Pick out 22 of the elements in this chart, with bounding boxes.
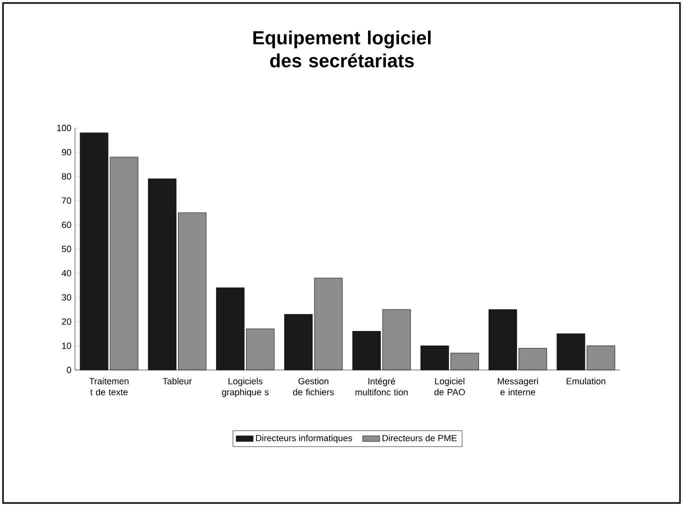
y-tick-label: 30: [62, 294, 72, 301]
y-tick-label: 20: [62, 318, 72, 325]
legend-label: Directeurs de PME: [382, 434, 457, 442]
x-tick-label: Intégré multifonc tion: [355, 378, 408, 396]
y-tick-label: 40: [62, 270, 72, 276]
x-tick-label: Logiciel de PAO: [434, 378, 465, 396]
y-tick-label: 50: [62, 246, 72, 252]
chart-title: Equipement logiciel des secrétariats: [253, 30, 431, 68]
legend-label: Directeurs informatiques: [256, 434, 352, 444]
y-tick-label: 80: [62, 173, 72, 180]
y-tick-label: 60: [62, 222, 72, 228]
x-tick-label: Emulation: [566, 378, 606, 384]
x-tick-label: Logiciels graphique s: [222, 378, 269, 398]
y-tick-label: 0: [66, 366, 72, 374]
x-tick-label: Tableur: [162, 378, 192, 384]
x-tick-label: Traitemen t de texte: [89, 378, 128, 396]
y-tick-label: 90: [62, 149, 72, 156]
x-tick-label: Messageri e interne: [498, 378, 538, 396]
y-tick-label: 10: [62, 342, 72, 349]
y-tick-label: 70: [62, 197, 72, 204]
y-tick-label: 100: [57, 124, 72, 132]
x-tick-label: Gestion de fichiers: [293, 378, 334, 396]
